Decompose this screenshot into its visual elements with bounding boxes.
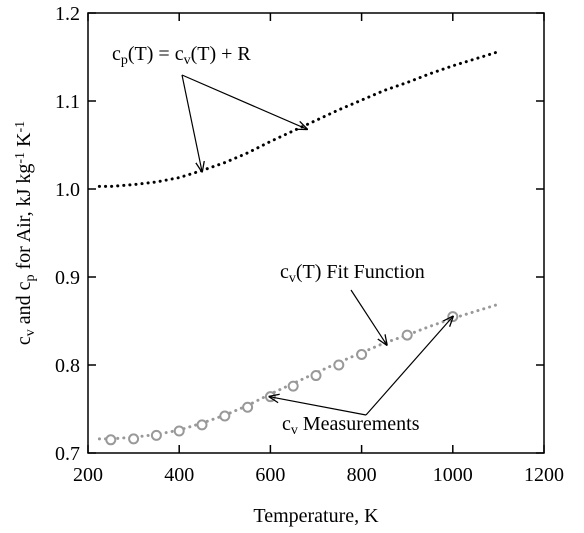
data-point [173,425,185,437]
annotation-arrow [181,74,202,171]
plot-frame [87,12,545,454]
y-tick-label: 0.9 [55,267,80,289]
data-point [287,380,299,392]
data-point [196,419,208,431]
y-tick-label: 0.8 [55,355,80,377]
x-axis-title: Temperature, K [253,505,379,527]
data-point [105,434,117,446]
data-point [242,401,254,413]
x-tick-label: 200 [73,464,103,486]
annotation-cp: cp(T) = cv(T) + R [112,43,251,68]
data-point [150,429,162,441]
annotation-meas: cv Measurements [282,413,420,438]
y-tick-label: 1.2 [55,3,80,25]
annotation-arrow [365,317,453,416]
y-tick-label: 1.0 [55,179,80,201]
data-point [128,433,140,445]
x-tick-label: 1000 [433,464,473,486]
x-tick-label: 1200 [524,464,564,486]
data-point [219,410,231,422]
data-point [310,370,322,382]
x-tick-label: 800 [347,464,377,486]
axis-ticks: 200 400 600 800 1000 1200 0.7 0.8 0.9 1.0 1.1 1.2 [55,3,564,486]
annotation-fit: cv(T) Fit Function [280,261,425,286]
y-tick-label: 0.7 [55,443,80,465]
annotation-arrow [181,74,307,129]
x-tick-label: 400 [164,464,194,486]
annotation-arrow [269,397,367,416]
y-tick-label: 1.1 [55,91,80,113]
x-tick-label: 600 [255,464,285,486]
series-line-0 [97,50,500,188]
data-point [356,348,368,360]
data-point [401,329,413,341]
series-layer [97,50,500,446]
annotation-arrow [350,289,387,345]
annotation-layer: cp(T) = cv(T) + R cv(T) Fit Function cv Me… [112,43,453,438]
data-point [333,359,345,371]
y-axis-title: cv and cp for Air, kJ kg-1 K-1 [13,121,38,345]
